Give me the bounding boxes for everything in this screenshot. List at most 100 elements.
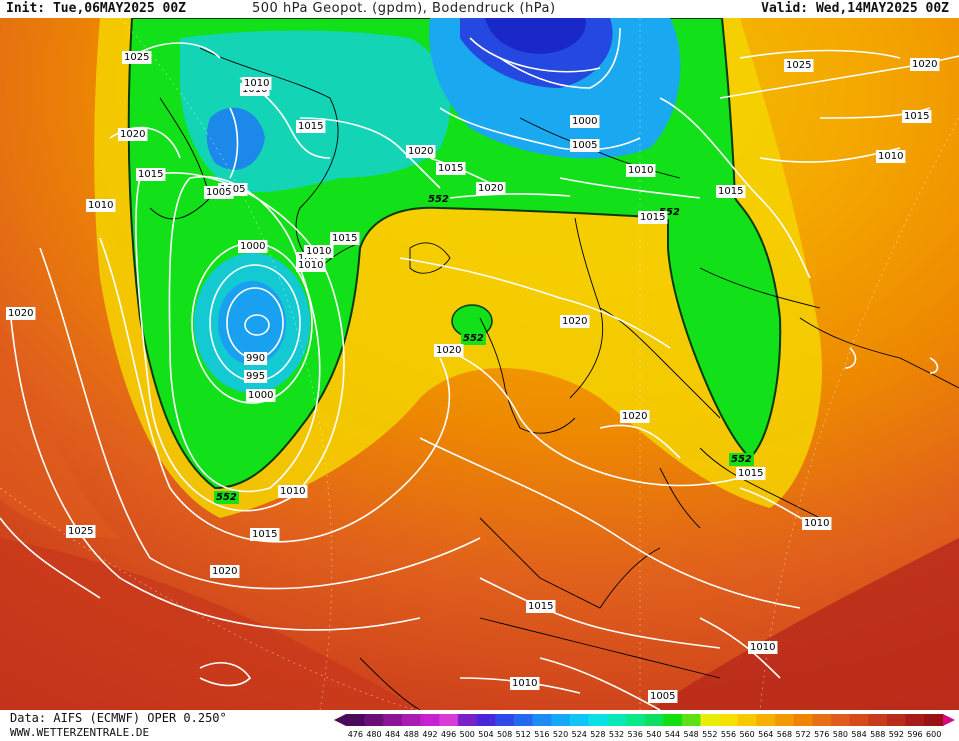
isobar-label: 1010 bbox=[512, 678, 537, 689]
isobar-label: 1020 bbox=[622, 411, 647, 422]
isobar-label: 1000 bbox=[240, 241, 265, 252]
colorbar-arrow-left bbox=[334, 714, 346, 726]
colorbar-tick-label: 564 bbox=[758, 730, 773, 739]
colorbar-swatch bbox=[663, 714, 683, 726]
colorbar-arrow-right bbox=[943, 714, 955, 726]
colorbar-tick-label: 500 bbox=[460, 730, 475, 739]
isobar-label: 1000 bbox=[248, 390, 273, 401]
colorbar-swatch bbox=[793, 714, 813, 726]
warm-west-band bbox=[0, 318, 120, 538]
colorbar-swatch bbox=[868, 714, 888, 726]
valid-time: Valid: Wed,14MAY2025 00Z bbox=[761, 1, 949, 16]
isobar-label: 1020 bbox=[212, 566, 237, 577]
colorbar-tick-label: 592 bbox=[889, 730, 904, 739]
colorbar-tick-label: 548 bbox=[684, 730, 699, 739]
isobar-label: 1025 bbox=[68, 526, 93, 537]
colorbar-swatch bbox=[831, 714, 851, 726]
deep-blue-core bbox=[485, 18, 586, 54]
colorbar-swatch bbox=[924, 714, 944, 726]
colorbar-tick-label: 532 bbox=[609, 730, 624, 739]
colorbar-tick-label: 580 bbox=[833, 730, 848, 739]
isobar-label: 1015 bbox=[738, 468, 763, 479]
isobar-label: 1000 bbox=[572, 116, 597, 127]
isobar-label: 1015 bbox=[138, 169, 163, 180]
data-source: Data: AIFS (ECMWF) OPER 0.250° bbox=[10, 711, 227, 725]
low-core-west bbox=[218, 281, 286, 365]
isobar-label: 1020 bbox=[8, 308, 33, 319]
colorbar-tick-label: 556 bbox=[721, 730, 736, 739]
colorbar-tick-label: 504 bbox=[478, 730, 493, 739]
colorbar-swatch bbox=[532, 714, 552, 726]
isobar-label: 990 bbox=[246, 353, 265, 364]
graticule bbox=[0, 18, 959, 710]
colorbar-tick-label: 528 bbox=[590, 730, 605, 739]
geo-label-552-c: 552 bbox=[463, 333, 484, 344]
isobar-label: 1025 bbox=[124, 52, 149, 63]
isobar-label: 1010 bbox=[804, 518, 829, 529]
colorbar-swatch bbox=[346, 714, 366, 726]
colorbar-tick-label: 480 bbox=[366, 730, 381, 739]
isobar-label: 1010 bbox=[306, 246, 331, 257]
colorbar-swatch bbox=[812, 714, 832, 726]
pressure-labels: 1025 1020 1015 1010 1005 1000 990 995 10… bbox=[6, 51, 940, 703]
isobar-label: 1025 bbox=[786, 60, 811, 71]
colorbar-swatch bbox=[364, 714, 384, 726]
isobar-label: 1005 bbox=[572, 140, 597, 151]
colorbar-swatch bbox=[905, 714, 925, 726]
colorbar-swatch bbox=[681, 714, 701, 726]
colorbar-tick-label: 476 bbox=[348, 730, 363, 739]
hot-south-band bbox=[0, 538, 420, 710]
isobar-label: 1005 bbox=[298, 253, 323, 264]
colorbar-tick-label: 520 bbox=[553, 730, 568, 739]
isobar-label: 1005 bbox=[206, 187, 231, 198]
isobar-label: 1005 bbox=[650, 691, 675, 702]
colorbar-tick-label: 508 bbox=[497, 730, 512, 739]
colorbar-tick-label: 584 bbox=[851, 730, 866, 739]
colorbar-tick-label: 600 bbox=[926, 730, 941, 739]
geo-label-552-d: 552 bbox=[731, 454, 752, 465]
colorbar-tick-label: 560 bbox=[739, 730, 754, 739]
colorbar-tick-label: 516 bbox=[534, 730, 549, 739]
colorbar-tick-label: 488 bbox=[404, 730, 419, 739]
colorbar-tick-label: 536 bbox=[628, 730, 643, 739]
colorbar-swatch bbox=[607, 714, 627, 726]
geo-label-552-b: 552 bbox=[659, 207, 680, 218]
colorbar-swatch bbox=[756, 714, 776, 726]
isobar-label: 1020 bbox=[436, 345, 461, 356]
colorbar-swatch bbox=[719, 714, 739, 726]
colorbar-swatch bbox=[700, 714, 720, 726]
colorbar-swatch bbox=[887, 714, 907, 726]
colorbar-tick-label: 572 bbox=[795, 730, 810, 739]
colorbar-tick-label: 512 bbox=[516, 730, 531, 739]
isobar-label: 1015 bbox=[528, 601, 553, 612]
left-blue-lobe bbox=[206, 107, 265, 170]
colorbar-swatch bbox=[476, 714, 496, 726]
isobar-label: 1020 bbox=[912, 59, 937, 70]
colorbar-swatch bbox=[495, 714, 515, 726]
isobar-label: 1015 bbox=[718, 186, 743, 197]
colorbar-tick-label: 484 bbox=[385, 730, 400, 739]
colorbar-tick-label: 568 bbox=[777, 730, 792, 739]
chart-title: 500 hPa Geopot. (gpdm), Bodendruck (hPa) bbox=[252, 1, 556, 16]
colorbar-tick-label: 552 bbox=[702, 730, 717, 739]
colorbar-swatch bbox=[439, 714, 459, 726]
colorbar: 476 480 484 488 492 496 500 504 508 512 516 520 524 5… bbox=[334, 714, 955, 739]
isobar-label: 1010 bbox=[298, 260, 323, 271]
isobar-label: 1015 bbox=[904, 111, 929, 122]
geopotential-labels: 552 552 552 552 552 bbox=[214, 193, 754, 504]
init-time: Init: Tue,06MAY2025 00Z bbox=[6, 1, 187, 16]
isobar-label: 1020 bbox=[120, 129, 145, 140]
geo-label-552-e: 552 bbox=[216, 492, 237, 503]
isobar-label: 1010 bbox=[878, 151, 903, 162]
isobar-label: 995 bbox=[246, 371, 265, 382]
colorbar-tick-label: 492 bbox=[422, 730, 437, 739]
isobar-label: 1015 bbox=[332, 233, 357, 244]
colorbar-swatch bbox=[513, 714, 534, 726]
colorbar-swatch bbox=[588, 714, 608, 726]
colorbar-tick-label: 588 bbox=[870, 730, 885, 739]
isobar-label: 1010 bbox=[628, 165, 653, 176]
isobar-label: 1010 bbox=[750, 642, 775, 653]
header-bar: Init: Tue,06MAY2025 00Z 500 hPa Geopot. … bbox=[0, 0, 959, 18]
colorbar-swatch bbox=[849, 714, 869, 726]
colorbar-tick-label: 544 bbox=[665, 730, 680, 739]
